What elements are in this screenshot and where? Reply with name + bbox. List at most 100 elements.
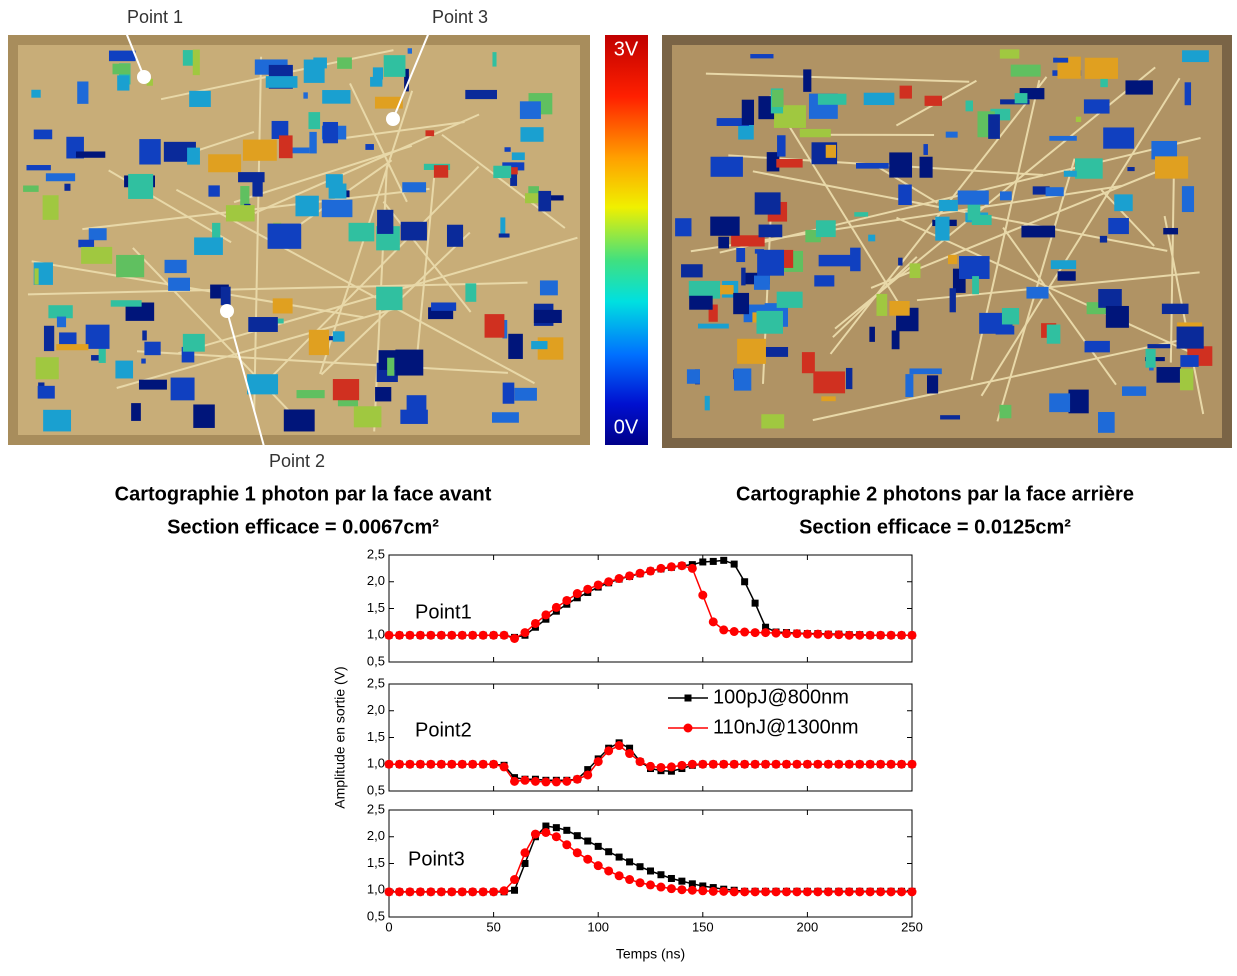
marker: [656, 564, 665, 573]
panel-label: Point1: [415, 601, 472, 623]
chip-block: [802, 352, 815, 373]
marker: [688, 564, 697, 573]
marker: [761, 628, 770, 637]
panel-label: Point3: [408, 848, 465, 870]
chip-block: [1098, 289, 1122, 308]
chip-block: [1053, 58, 1068, 63]
chip-block: [431, 302, 456, 310]
y-tick-label: 2,0: [367, 573, 385, 588]
chip-block: [1182, 50, 1209, 62]
chip-block: [520, 101, 541, 119]
chip-block: [493, 166, 511, 178]
marker: [458, 887, 467, 896]
chip-block: [322, 200, 353, 217]
marker: [458, 760, 467, 769]
chip-block: [1084, 99, 1110, 113]
chip-block: [819, 255, 852, 266]
marker: [489, 760, 498, 769]
chip-block: [365, 144, 374, 150]
chip-block: [512, 152, 525, 160]
marker: [710, 558, 717, 565]
chip-block: [349, 223, 375, 242]
marker: [752, 600, 759, 607]
marker: [855, 760, 864, 769]
marker: [677, 761, 686, 770]
chip-block: [333, 379, 359, 400]
marker: [583, 855, 592, 864]
chip-block: [1046, 187, 1064, 196]
marker: [385, 760, 394, 769]
marker: [761, 760, 770, 769]
y-tick-label: 2,5: [367, 546, 385, 561]
chip-block: [1106, 306, 1129, 328]
marker: [761, 887, 770, 896]
chip-block: [183, 334, 205, 352]
legend-label: 110nJ@1300nm: [713, 716, 859, 738]
marker: [803, 887, 812, 896]
marker: [834, 887, 843, 896]
marker: [500, 631, 509, 640]
chip-block: [821, 396, 835, 401]
chip-block: [1180, 369, 1193, 391]
chip-block: [520, 127, 543, 142]
chip-block: [538, 191, 551, 211]
caption: Cartographie 2 photons par la face arriè…: [736, 483, 1134, 505]
chip-block: [139, 380, 167, 390]
chip-block: [920, 157, 933, 178]
marker: [615, 871, 624, 880]
chip-block: [492, 52, 496, 66]
chip-block: [972, 276, 979, 294]
chip-block: [905, 374, 913, 397]
chip-block: [927, 375, 938, 393]
colorbar-max: 3V: [614, 38, 639, 60]
chip-block: [354, 406, 382, 427]
chip-block: [384, 55, 406, 77]
marker: [782, 629, 791, 638]
chip-block: [187, 148, 200, 165]
chip-block: [77, 81, 88, 103]
marker: [416, 760, 425, 769]
chip-block: [950, 288, 956, 312]
marker: [876, 887, 885, 896]
chip-block: [900, 86, 912, 99]
marker: [563, 827, 570, 834]
chip-block: [505, 147, 511, 152]
marker: [541, 610, 550, 619]
marker: [520, 776, 529, 785]
marker: [553, 824, 560, 831]
chip-block: [194, 237, 223, 255]
marker: [824, 760, 833, 769]
point-label: Point 2: [269, 451, 325, 471]
chip-block: [27, 165, 51, 170]
marker: [605, 848, 612, 855]
marker: [510, 777, 519, 786]
x-tick-label: 250: [901, 919, 923, 934]
colorbar: [605, 35, 648, 445]
marker: [583, 585, 592, 594]
chip-block: [59, 332, 76, 346]
marker: [887, 760, 896, 769]
marker: [730, 627, 739, 636]
y-tick-label: 1,5: [367, 729, 385, 744]
marker: [500, 762, 509, 771]
marker: [740, 887, 749, 896]
chip-block: [142, 330, 147, 340]
marker: [782, 887, 791, 896]
chip-block: [755, 192, 781, 214]
chip-block: [23, 185, 39, 191]
chip-block: [946, 132, 958, 138]
colorbar-min: 0V: [614, 416, 639, 438]
marker: [813, 887, 822, 896]
marker: [426, 631, 435, 640]
chip-block: [972, 215, 992, 225]
chip-block: [1047, 325, 1061, 344]
x-tick-label: 100: [587, 919, 609, 934]
chip-block: [1180, 355, 1198, 367]
chip-block: [939, 200, 958, 211]
marker: [385, 887, 394, 896]
marker: [489, 887, 498, 896]
marker: [667, 762, 676, 771]
chip-block: [800, 129, 831, 137]
marker: [479, 631, 488, 640]
chip-block: [1002, 308, 1019, 324]
